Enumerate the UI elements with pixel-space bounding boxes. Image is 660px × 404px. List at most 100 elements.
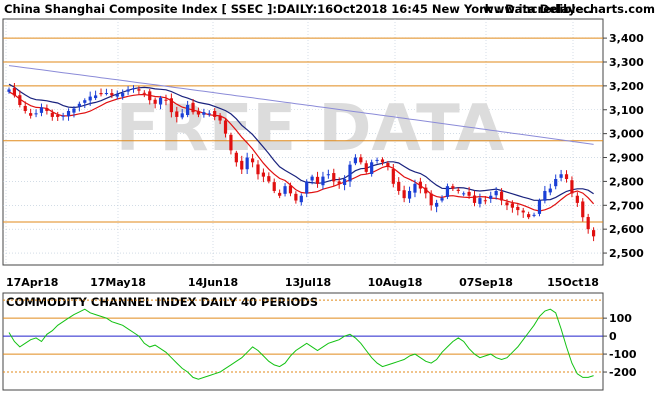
candle-body (202, 112, 206, 115)
candle-body (559, 174, 563, 178)
candle-body (424, 187, 428, 194)
price-tick-label: 2,800 (609, 175, 644, 188)
candle-body (440, 198, 444, 201)
candle-body (283, 186, 287, 194)
date-tick-label: 17Apr18 (6, 276, 58, 289)
candle-body (413, 183, 417, 193)
candle-body (88, 96, 92, 101)
candle-body (321, 176, 325, 186)
candle-body (305, 181, 309, 194)
price-tick-label: 3,400 (609, 32, 644, 45)
candle-body (175, 111, 179, 117)
candle-body (456, 189, 460, 191)
candle-body (164, 99, 168, 101)
candle-body (250, 158, 255, 163)
candle-body (83, 100, 87, 103)
ma-long-line (8, 65, 594, 145)
candle-body (489, 195, 493, 199)
candle-body (245, 157, 249, 170)
candle-body (380, 159, 385, 163)
candle-body (169, 98, 173, 113)
candle-body (23, 105, 27, 111)
price-tick-label: 2,500 (609, 247, 644, 260)
candle-body (240, 160, 244, 170)
price-tick-label: 3,000 (609, 128, 644, 141)
candle-body (494, 190, 498, 196)
candle-body (532, 214, 536, 216)
cci-series (8, 308, 594, 380)
cci-levels (3, 299, 603, 373)
date-tick-label: 07Sep18 (459, 276, 513, 289)
watermark: FREE DATA (116, 92, 505, 166)
candle-body (543, 190, 547, 201)
candle-body (256, 164, 260, 175)
cci-axis: 100 0 -100 -200 (603, 312, 637, 379)
candle-body (34, 113, 38, 115)
price-tick-label: 2,700 (609, 199, 644, 212)
candle-body (391, 168, 395, 184)
site-label: www.incrediblecharts.com (483, 2, 655, 16)
candle-body (18, 95, 22, 105)
candle-body (332, 173, 336, 182)
candle-body (137, 89, 141, 91)
candle-body (191, 102, 195, 113)
date-tick-label: 15Oct18 (547, 276, 599, 289)
candle-body (429, 193, 433, 206)
candle-body (586, 216, 590, 230)
candle-body (213, 110, 217, 117)
price-tick-label: 2,900 (609, 152, 644, 165)
main-plot-frame (2, 18, 604, 266)
candle-body (315, 176, 320, 184)
candle-body (451, 186, 455, 189)
cci-tick-label: -100 (609, 348, 637, 361)
price-tick-label: 3,200 (609, 80, 644, 93)
candle-body (348, 164, 352, 182)
candle-body (7, 89, 11, 92)
candle-body (478, 198, 482, 204)
candle-body (29, 113, 33, 116)
candle-body (591, 230, 596, 237)
candle-body (180, 113, 184, 118)
candle-body (554, 179, 558, 187)
candle-body (39, 107, 44, 113)
candle-body (50, 112, 54, 117)
candle-body (131, 88, 136, 90)
candle-body (467, 191, 471, 196)
candle-body (66, 110, 71, 117)
cci-line (8, 308, 594, 380)
price-axis: 3,400 3,300 3,200 3,100 3,000 2,900 2,800 2,700… (603, 32, 644, 260)
cci-tick-label: 0 (609, 330, 617, 343)
candle-body (342, 179, 347, 185)
candle-body (537, 200, 542, 214)
candle-body (445, 186, 450, 197)
cci-plot-frame (2, 292, 604, 391)
candle-body (435, 202, 439, 207)
candle-body (272, 182, 276, 191)
candle-body (570, 180, 574, 194)
candle-body (56, 115, 60, 117)
support-resistance-lines (3, 37, 603, 223)
candle-body (564, 174, 569, 180)
candle-body (418, 181, 422, 189)
candle-body (77, 103, 81, 107)
candle-body (267, 176, 271, 182)
chart-title: China Shanghai Composite Index [ SSEC ]:… (4, 2, 592, 16)
date-axis: 17Apr18 17May18 14Jun18 13Jul18 10Aug18 07Sep… (6, 276, 599, 289)
candle-body (12, 88, 17, 96)
candle-body (278, 192, 282, 196)
candle-body (386, 163, 390, 168)
candle-body (158, 97, 163, 105)
candle-body (61, 115, 65, 117)
candle-body (126, 89, 130, 92)
candle-body (45, 108, 49, 111)
cci-tick-label: 100 (609, 312, 632, 325)
candle-body (337, 181, 341, 184)
candle-body (407, 190, 412, 199)
date-tick-label: 13Jul18 (285, 276, 331, 289)
candle-body (261, 172, 266, 177)
candle-body (326, 174, 330, 176)
candle-body (516, 206, 520, 211)
candle-body (375, 159, 379, 161)
candle-body (527, 214, 531, 218)
